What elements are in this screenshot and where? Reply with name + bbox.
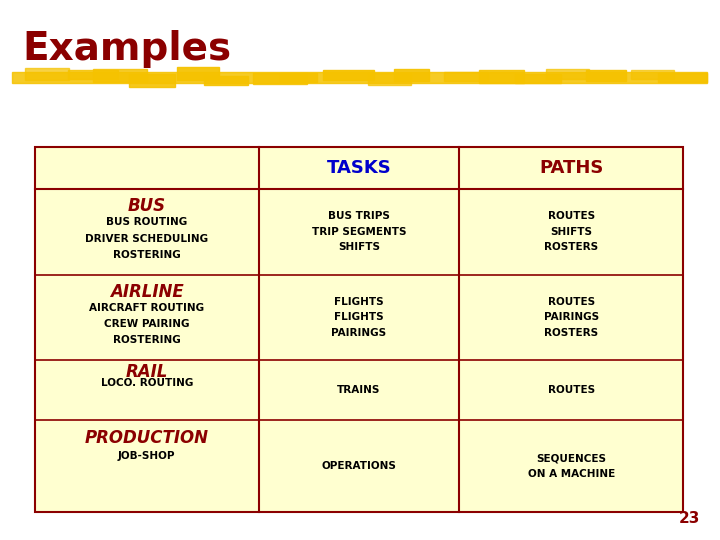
- Text: LOCO. ROUTING: LOCO. ROUTING: [101, 379, 193, 388]
- Bar: [444, 72, 487, 81]
- Text: BUS TRIPS
TRIP SEGMENTS
SHIFTS: BUS TRIPS TRIP SEGMENTS SHIFTS: [312, 211, 406, 252]
- Bar: [129, 74, 175, 87]
- Bar: [94, 69, 147, 82]
- Bar: [68, 70, 118, 79]
- Text: ROUTES: ROUTES: [548, 385, 595, 395]
- Text: TASKS: TASKS: [327, 159, 392, 177]
- Text: RAIL: RAIL: [125, 363, 168, 381]
- Text: TRAINS: TRAINS: [337, 385, 381, 395]
- Text: 23: 23: [679, 511, 700, 526]
- Bar: [323, 70, 374, 80]
- Text: ROSTERING: ROSTERING: [113, 335, 181, 346]
- Text: OPERATIONS: OPERATIONS: [322, 461, 397, 471]
- Bar: [394, 69, 429, 80]
- Text: ROUTES
SHIFTS
ROSTERS: ROUTES SHIFTS ROSTERS: [544, 211, 598, 252]
- Bar: [658, 73, 707, 82]
- Text: PRODUCTION: PRODUCTION: [85, 429, 209, 447]
- Bar: [585, 70, 626, 82]
- Bar: [177, 66, 220, 80]
- Text: PATHS: PATHS: [539, 159, 603, 177]
- Bar: [35, 147, 683, 512]
- Bar: [515, 75, 562, 83]
- Text: SEQUENCES
ON A MACHINE: SEQUENCES ON A MACHINE: [528, 453, 615, 479]
- Bar: [253, 73, 307, 84]
- Bar: [631, 70, 675, 79]
- Text: Examples: Examples: [22, 30, 231, 68]
- Bar: [280, 72, 318, 82]
- Text: JOB-SHOP: JOB-SHOP: [118, 451, 176, 461]
- Text: AIRCRAFT ROUTING: AIRCRAFT ROUTING: [89, 303, 204, 313]
- Text: BUS: BUS: [127, 197, 166, 215]
- Bar: [204, 76, 248, 85]
- Text: AIRLINE: AIRLINE: [110, 283, 184, 301]
- Bar: [368, 73, 411, 85]
- Bar: [25, 68, 69, 80]
- Bar: [480, 70, 523, 83]
- Bar: [546, 70, 590, 79]
- Text: ROUTES
PAIRINGS
ROSTERS: ROUTES PAIRINGS ROSTERS: [544, 297, 599, 338]
- Bar: [12, 72, 707, 83]
- Text: CREW PAIRING: CREW PAIRING: [104, 319, 189, 329]
- Text: BUS ROUTING: BUS ROUTING: [106, 218, 187, 227]
- Text: ROSTERING: ROSTERING: [113, 250, 181, 260]
- Text: DRIVER SCHEDULING: DRIVER SCHEDULING: [85, 234, 208, 244]
- Text: FLIGHTS
FLIGHTS
PAIRINGS: FLIGHTS FLIGHTS PAIRINGS: [331, 297, 387, 338]
